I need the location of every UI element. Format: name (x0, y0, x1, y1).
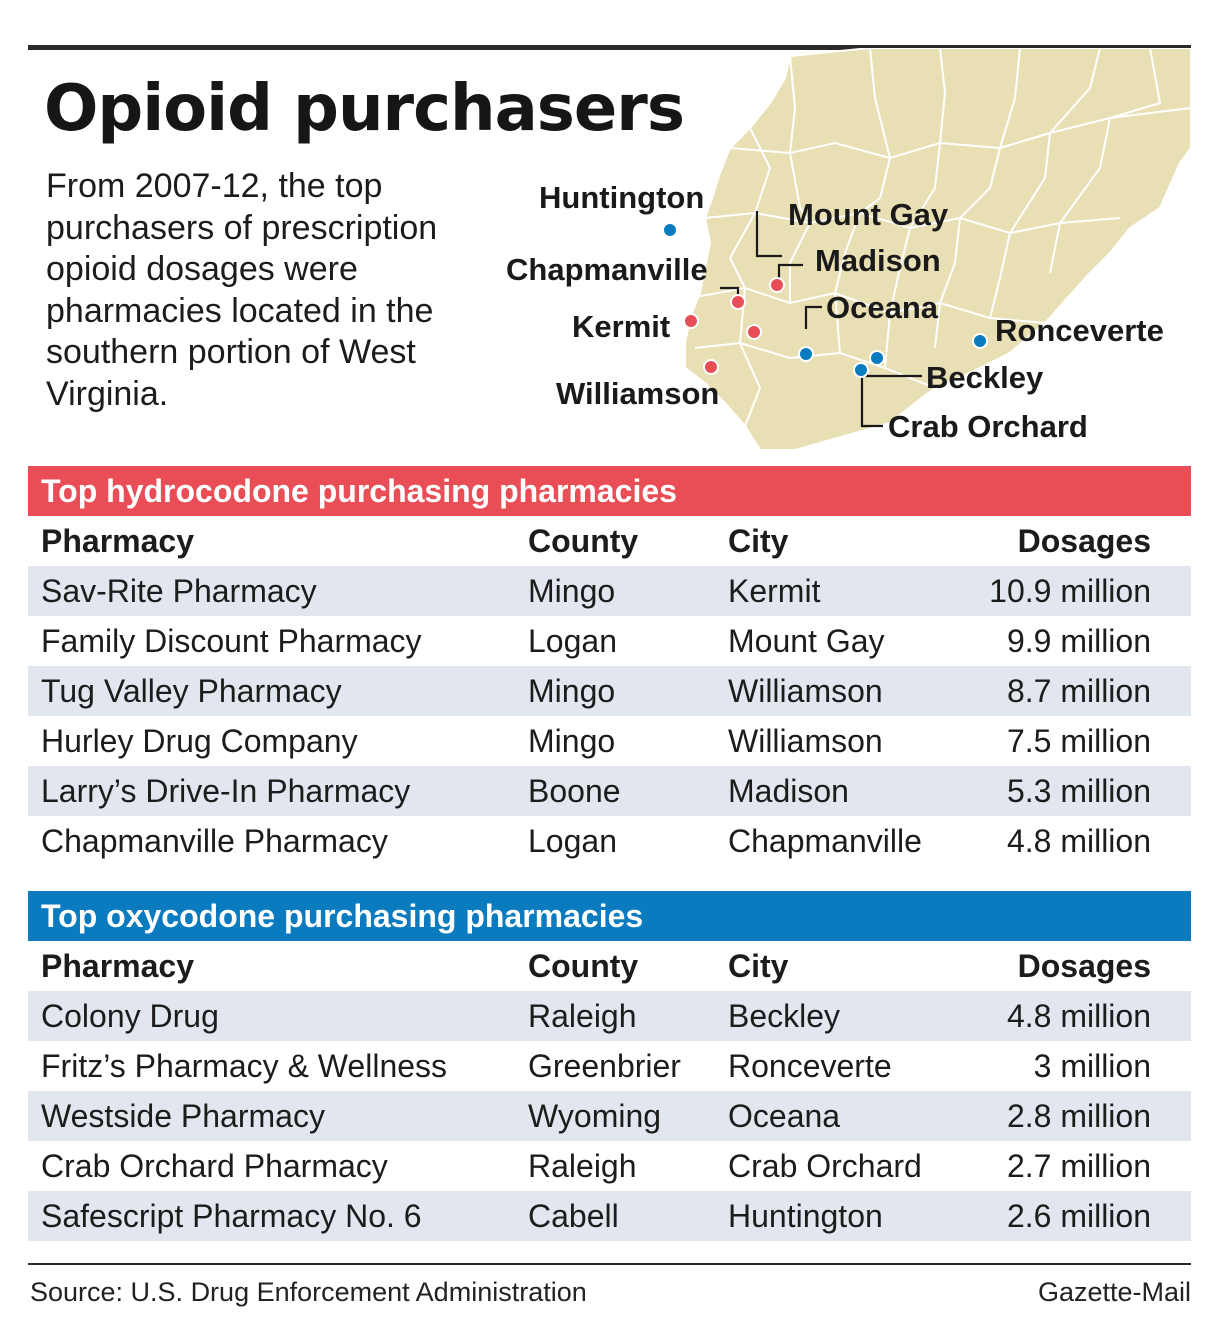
pharmacy-cell: Westside Pharmacy (41, 1097, 325, 1134)
intro-text: From 2007-12, the top purchasers of pres… (46, 167, 438, 413)
column-header: City (728, 947, 789, 984)
pharmacy-cell: Chapmanville Pharmacy (41, 822, 388, 859)
chapmanville-dot (730, 294, 746, 310)
kermit-dot (683, 313, 699, 329)
oxycodone-heading: Top oxycodone purchasing pharmacies (28, 891, 1191, 941)
county-cell: Wyoming (528, 1097, 662, 1134)
oxycodone-section: Top oxycodone purchasing pharmacies Phar… (28, 891, 1191, 1241)
column-header: Dosages (1017, 947, 1151, 984)
column-header: County (528, 947, 639, 984)
table-row: Hurley Drug Company Mingo Williamson 7.5… (28, 716, 1191, 766)
county-cell: Cabell (528, 1197, 619, 1234)
pharmacy-cell: Larry’s Drive-In Pharmacy (41, 772, 411, 809)
county-cell: Logan (528, 622, 617, 659)
pharmacy-cell: Fritz’s Pharmacy & Wellness (41, 1047, 448, 1084)
dosages-cell: 2.7 million (1006, 1147, 1151, 1184)
williamson-label: Williamson (556, 376, 719, 411)
column-header: Dosages (1017, 522, 1151, 559)
table-row: Tug Valley Pharmacy Mingo Williamson 8.7… (28, 666, 1191, 716)
huntington-label: Huntington (539, 180, 704, 215)
city-cell: Williamson (728, 722, 883, 759)
pharmacy-cell: Sav-Rite Pharmacy (41, 572, 317, 609)
pharmacy-cell: Hurley Drug Company (41, 722, 358, 759)
city-cell: Ronceverte (728, 1047, 892, 1084)
table-row: Crab Orchard Pharmacy Raleigh Crab Orcha… (28, 1141, 1191, 1191)
beckley-label: Beckley (926, 360, 1044, 395)
city-cell: Beckley (728, 997, 841, 1034)
crab-orchard-dot (853, 362, 869, 378)
city-cell: Mount Gay (728, 622, 885, 659)
county-cell: Mingo (528, 722, 616, 759)
county-cell: Mingo (528, 672, 616, 709)
table-row: Safescript Pharmacy No. 6 Cabell Hunting… (28, 1191, 1191, 1241)
table-header-row: Pharmacy County City Dosages (28, 941, 1191, 991)
mount-gay-dot (746, 324, 762, 340)
dosages-cell: 2.6 million (1006, 1197, 1151, 1234)
hydrocodone-heading: Top hydrocodone purchasing pharmacies (28, 466, 1191, 516)
source-note: Source: U.S. Drug Enforcement Administra… (30, 1277, 587, 1307)
city-cell: Kermit (728, 572, 821, 609)
table-row: Chapmanville Pharmacy Logan Chapmanville… (28, 816, 1191, 866)
huntington-dot (662, 222, 678, 238)
city-cell: Madison (728, 772, 849, 809)
table-row: Colony Drug Raleigh Beckley 4.8 million (28, 991, 1191, 1041)
chapmanville-label: Chapmanville (506, 252, 708, 287)
dosages-cell: 2.8 million (1006, 1097, 1151, 1134)
dosages-cell: 10.9 million (989, 572, 1151, 609)
dosages-cell: 8.7 million (1006, 672, 1151, 709)
county-borders (689, 48, 1191, 427)
dosages-cell: 3 million (1033, 1047, 1151, 1084)
pharmacy-cell: Safescript Pharmacy No. 6 (41, 1197, 422, 1234)
city-cell: Williamson (728, 672, 883, 709)
pharmacy-cell: Tug Valley Pharmacy (41, 672, 342, 709)
table-row: Family Discount Pharmacy Logan Mount Gay… (28, 616, 1191, 666)
county-cell: Raleigh (528, 1147, 637, 1184)
dosages-cell: 4.8 million (1006, 997, 1151, 1034)
table-header-row: Pharmacy County City Dosages (28, 516, 1191, 566)
madison-label: Madison (815, 243, 941, 278)
column-header: County (528, 522, 639, 559)
beckley-dot (869, 350, 885, 366)
city-cell: Huntington (728, 1197, 883, 1234)
table-row: Westside Pharmacy Wyoming Oceana 2.8 mil… (28, 1091, 1191, 1141)
dosages-cell: 5.3 million (1006, 772, 1151, 809)
table-row: Larry’s Drive-In Pharmacy Boone Madison … (28, 766, 1191, 816)
mount-gay-label: Mount Gay (788, 197, 949, 232)
county-cell: Logan (528, 822, 617, 859)
county-cell: Mingo (528, 572, 616, 609)
column-header: Pharmacy (41, 522, 194, 559)
ronceverte-dot (972, 333, 988, 349)
oceana-dot (798, 346, 814, 362)
pharmacy-cell: Colony Drug (41, 997, 219, 1034)
city-cell: Oceana (728, 1097, 841, 1134)
dosages-cell: 9.9 million (1006, 622, 1151, 659)
bottom-rule (28, 1263, 1191, 1265)
page-title: Opioid purchasers (44, 72, 685, 146)
county-cell: Greenbrier (528, 1047, 681, 1084)
credit-note: Gazette-Mail (1037, 1277, 1191, 1307)
table-row: Sav-Rite Pharmacy Mingo Kermit 10.9 mill… (28, 566, 1191, 616)
west-virginia-map: Huntington Mount Gay Madison Chapmanvill… (506, 48, 1191, 451)
oceana-label: Oceana (826, 290, 939, 325)
pharmacy-cell: Crab Orchard Pharmacy (41, 1147, 388, 1184)
county-cell: Raleigh (528, 997, 637, 1034)
pharmacy-cell: Family Discount Pharmacy (41, 622, 422, 659)
williamson-dot (703, 359, 719, 375)
top-rule (28, 45, 1191, 50)
crab-orchard-label: Crab Orchard (888, 409, 1088, 444)
city-cell: Crab Orchard (728, 1147, 922, 1184)
column-header: City (728, 522, 789, 559)
table-row: Fritz’s Pharmacy & Wellness Greenbrier R… (28, 1041, 1191, 1091)
county-cell: Boone (528, 772, 621, 809)
column-header: Pharmacy (41, 947, 194, 984)
ronceverte-label: Ronceverte (995, 313, 1164, 348)
hydrocodone-section: Top hydrocodone purchasing pharmacies Ph… (28, 466, 1191, 866)
dosages-cell: 4.8 million (1006, 822, 1151, 859)
kermit-label: Kermit (572, 309, 670, 344)
city-cell: Chapmanville (728, 822, 922, 859)
madison-dot (769, 277, 785, 293)
dosages-cell: 7.5 million (1006, 722, 1151, 759)
